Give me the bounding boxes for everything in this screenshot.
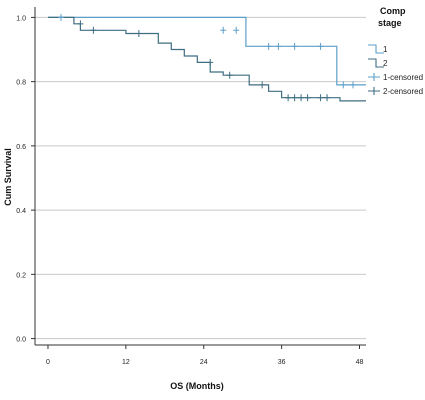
censor-mark-1: [233, 26, 240, 34]
axes: [34, 7, 366, 346]
legend-title: Comp: [380, 6, 406, 16]
censor-mark-2: [291, 94, 298, 102]
legend-swatch-line: [368, 44, 384, 54]
legend-label: 1-censored: [383, 73, 423, 82]
legend-label: 2-censored: [383, 87, 423, 96]
x-tick-label: 48: [356, 359, 364, 366]
legend-title-line2: stage: [378, 18, 402, 28]
censor-mark-1: [57, 13, 64, 21]
legend-swatch-censor: [368, 73, 380, 81]
legend-swatch-censor: [368, 87, 380, 95]
censor-mark-2: [90, 26, 97, 34]
x-tick-label: 36: [278, 359, 286, 366]
x-tick-label: 0: [46, 359, 50, 366]
y-tick-label: 1.0: [16, 15, 26, 22]
y-axis-title: Cum Survival: [3, 148, 13, 206]
y-ticks: 0.0 0.2 0.4 0.6 0.8 1.0: [16, 15, 35, 344]
censor-mark-1: [350, 81, 357, 89]
censor-mark-1: [275, 42, 282, 50]
x-ticks: 0 12 24 36 48: [46, 345, 364, 366]
censor-mark-1: [220, 26, 227, 34]
y-tick-label: 0.2: [16, 272, 26, 279]
x-tick-label: 12: [122, 359, 130, 366]
legend-swatch-line: [368, 58, 384, 68]
censor-mark-2: [324, 94, 331, 102]
legend-label: 1: [383, 45, 388, 54]
y-tick-label: 0.8: [16, 80, 26, 87]
censor-mark-1: [340, 81, 347, 89]
x-tick-label: 24: [200, 359, 208, 366]
censor-mark-2: [135, 29, 142, 37]
censor-mark-1: [265, 42, 272, 50]
censor-mark-2: [207, 58, 214, 66]
legend: Comp stage 1 2 1-censored 2-censored: [368, 6, 423, 96]
series-line-2: [48, 16, 366, 102]
censor-mark-2: [317, 94, 324, 102]
censor-mark-1: [317, 42, 324, 50]
censor-mark-2: [298, 94, 305, 102]
censor-marks: [57, 13, 357, 102]
y-tick-label: 0.0: [16, 337, 26, 344]
y-tick-label: 0.6: [16, 144, 26, 151]
censor-mark-2: [226, 71, 233, 79]
censor-mark-2: [77, 20, 84, 28]
legend-label: 2: [383, 59, 388, 68]
censor-mark-2: [259, 81, 266, 89]
censor-mark-2: [285, 94, 292, 102]
censor-mark-1: [291, 42, 298, 50]
censor-mark-2: [304, 94, 311, 102]
x-axis-title: OS (Months): [170, 381, 224, 391]
y-tick-label: 0.4: [16, 208, 26, 215]
